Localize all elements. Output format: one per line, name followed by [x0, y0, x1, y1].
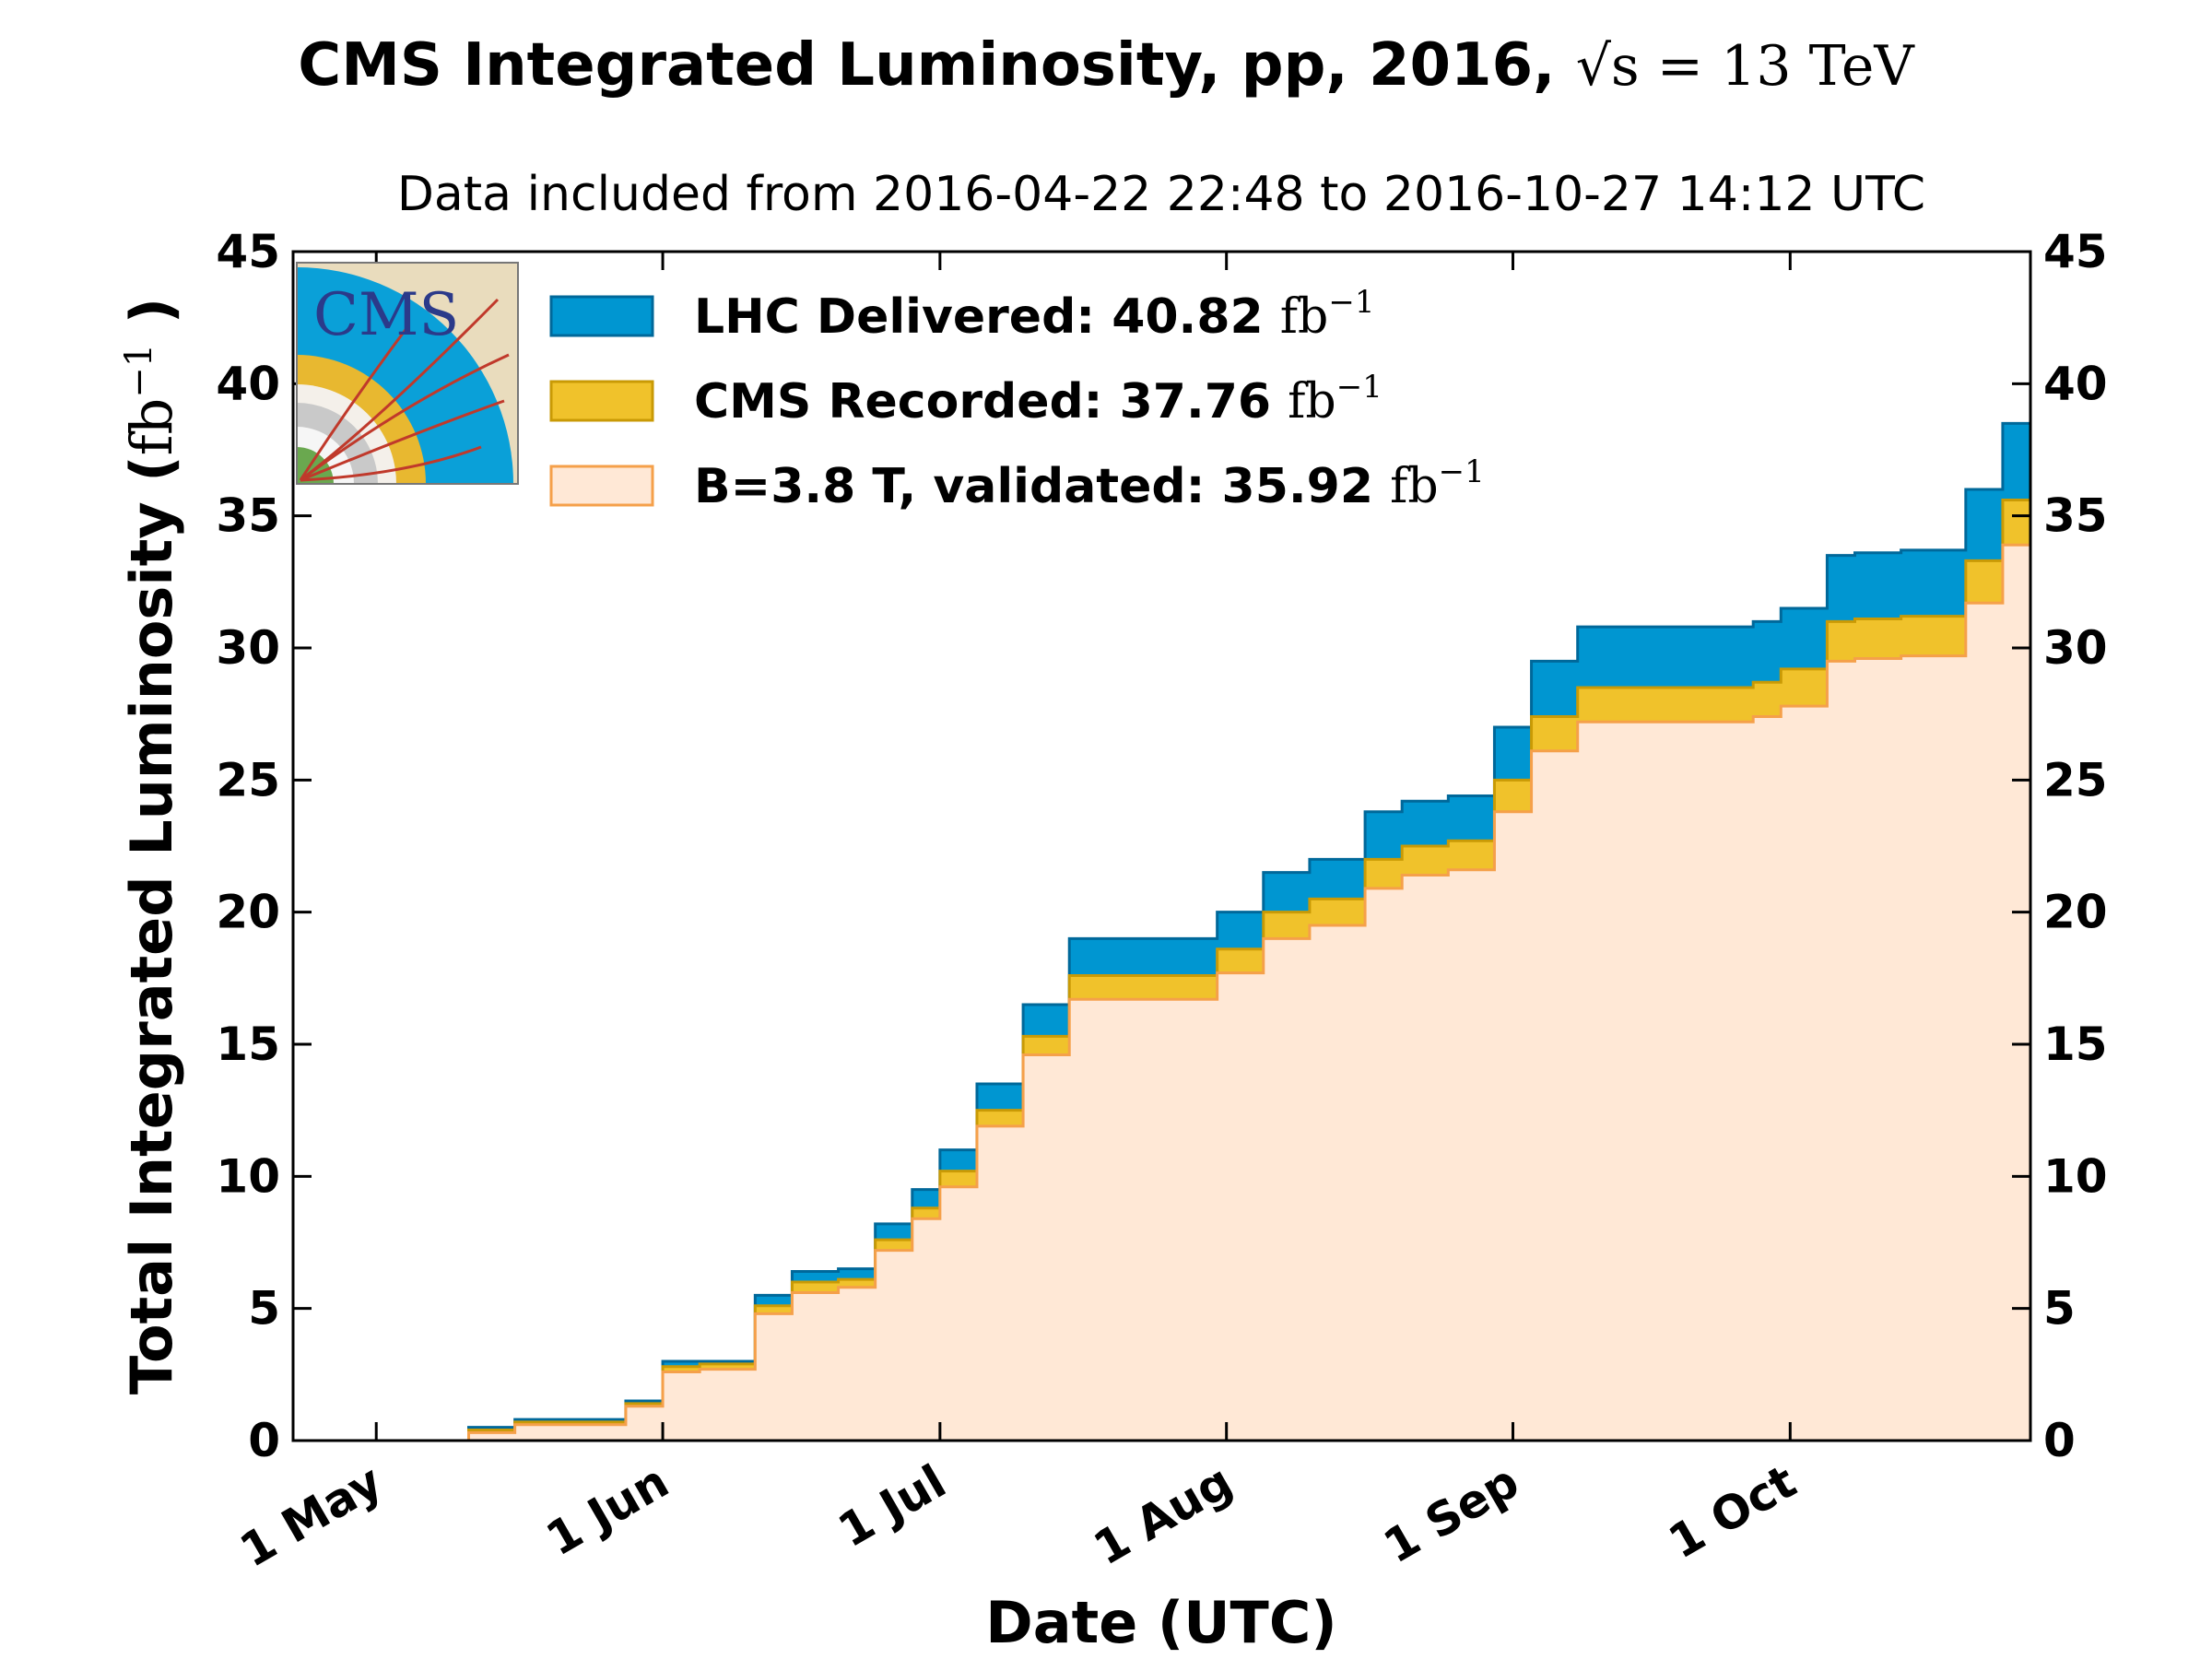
y-tick-label-right: 0	[2043, 1414, 2076, 1467]
y-tick-label-left: 5	[248, 1282, 280, 1335]
area-series-group	[293, 361, 2032, 1442]
y-tick-label-right: 35	[2043, 489, 2108, 543]
y-tick-label-left: 35	[216, 489, 280, 543]
cms-logo: CMS	[296, 262, 519, 485]
legend-validated-label: B=3.8 T, validated: 35.92 fb−1	[694, 453, 1485, 514]
y-axis-title: Total Integrated Luminosity (fb−1 )	[118, 298, 185, 1394]
y-tick-label-right: 20	[2043, 886, 2108, 939]
legend-lhc-delivered-label: LHC Delivered: 40.82 fb−1	[694, 284, 1374, 345]
area-cms-recorded-edge	[293, 442, 2032, 1442]
y-tick-label-right: 10	[2043, 1149, 2108, 1203]
legend-cms-recorded-label: CMS Recorded: 37.76 fb−1	[694, 369, 1382, 429]
y-tick-label-left: 15	[216, 1018, 280, 1071]
y-tick-label-left: 10	[216, 1149, 280, 1203]
y-tick-label-right: 5	[2043, 1282, 2076, 1335]
y-tick-label-right: 15	[2043, 1018, 2108, 1071]
legend-lhc-delivered-swatch	[549, 295, 654, 337]
y-tick-label-right: 25	[2043, 753, 2108, 806]
legend-cms-recorded-swatch	[549, 380, 654, 422]
y-tick-label-right: 30	[2043, 621, 2108, 675]
area-validated-edge	[293, 491, 2032, 1442]
x-axis-title: Date (UTC)	[985, 1589, 1336, 1656]
y-tick-label-left: 40	[216, 357, 280, 410]
y-tick-label-left: 0	[248, 1414, 280, 1467]
legend: LHC Delivered: 40.82 fb−1 CMS Recorded: 3…	[549, 284, 1485, 514]
plot-frame	[291, 250, 2032, 1442]
y-tick-label-right: 45	[2043, 225, 2108, 278]
chart-title: CMS Integrated Luminosity, pp, 2016, √s …	[298, 31, 1915, 100]
y-tick-label-left: 20	[216, 886, 280, 939]
chart-subtitle: Data included from 2016-04-22 22:48 to 2…	[397, 167, 1925, 222]
y-tick-label-right: 40	[2043, 357, 2108, 410]
area-validated	[293, 491, 2030, 1441]
legend-validated-swatch	[549, 465, 654, 507]
y-tick-label-left: 45	[216, 225, 280, 278]
y-tick-label-left: 30	[216, 621, 280, 675]
area-lhc-delivered-edge	[293, 361, 2032, 1442]
y-tick-label-left: 25	[216, 753, 280, 806]
cms-logo-text: CMS	[313, 281, 459, 349]
